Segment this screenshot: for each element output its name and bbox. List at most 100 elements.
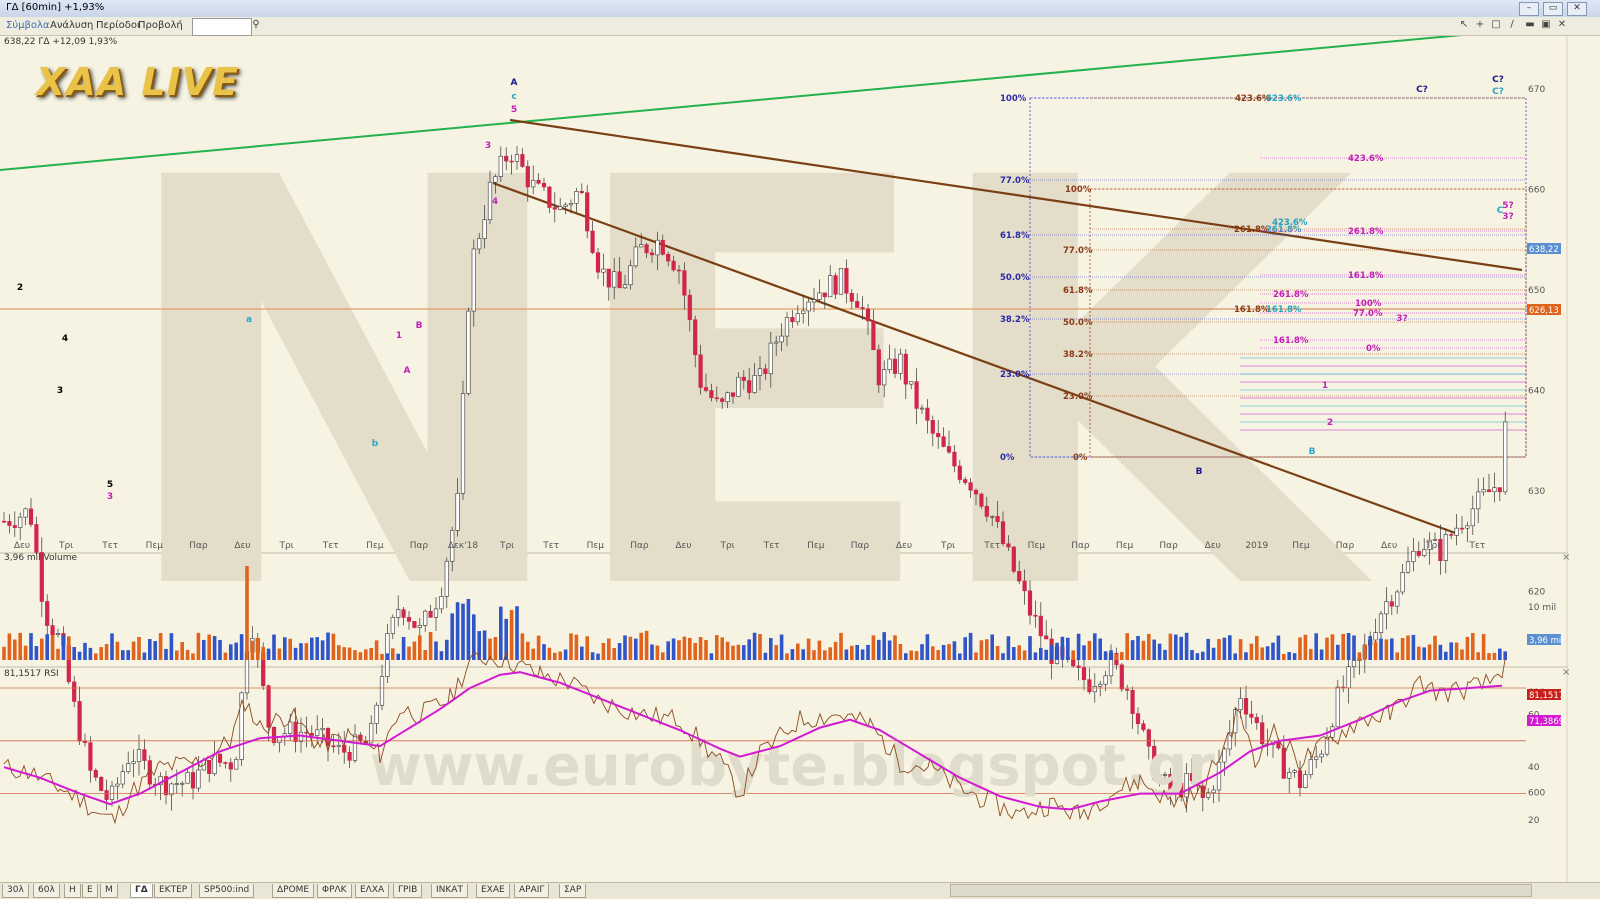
tab-9[interactable]: ΦΡΛΚ: [317, 884, 352, 898]
volume-bar-up: [1271, 642, 1275, 660]
close-button[interactable]: ✕: [1567, 2, 1587, 16]
crosshair-icon[interactable]: +: [1475, 19, 1485, 30]
volume-bar-up: [153, 641, 157, 660]
tab-14[interactable]: ΑΡΑΙΓ: [514, 884, 550, 898]
bear-candle: [401, 609, 406, 618]
minimize-button[interactable]: –: [1519, 2, 1539, 16]
bull-candle: [563, 204, 568, 207]
bull-candle: [18, 516, 23, 528]
volume-bar-down: [850, 645, 854, 660]
tab-3[interactable]: Ε: [82, 884, 98, 898]
wave-label: B: [416, 321, 423, 331]
volume-bar-down: [423, 650, 427, 660]
tab-13[interactable]: ΕΧΑΕ: [476, 884, 510, 898]
cursor-icon[interactable]: ↖: [1459, 19, 1469, 30]
menu-periods[interactable]: Περίοδοι: [96, 20, 141, 31]
time-axis-tick: Τετ: [322, 541, 339, 551]
tab-2[interactable]: Η: [64, 884, 81, 898]
bull-candle: [120, 771, 125, 785]
volume-bar-down: [725, 641, 730, 660]
menu-symbols[interactable]: Σύμβολα: [6, 20, 50, 31]
volume-bar-down: [974, 652, 978, 660]
symbol-search-input[interactable]: [192, 18, 252, 36]
horizontal-scrollbar[interactable]: [950, 884, 1532, 897]
volume-bar-down: [1373, 641, 1378, 660]
volume-bar-down: [261, 646, 265, 660]
window-close-icon[interactable]: ✕: [1557, 19, 1567, 30]
rectangle-icon[interactable]: □: [1491, 19, 1501, 30]
bear-candle: [1189, 773, 1195, 781]
bear-candle: [104, 790, 109, 800]
volume-bar-down: [67, 636, 71, 660]
bull-candle: [1454, 527, 1459, 536]
tab-11[interactable]: ΓΡΙΒ: [393, 884, 423, 898]
volume-bar-up: [709, 653, 714, 660]
bull-candle: [1481, 489, 1486, 493]
time-axis-tick: Πεμ: [146, 541, 164, 551]
volume-bar-up: [801, 649, 805, 660]
tab-12[interactable]: ΙΝΚΑΤ: [431, 884, 468, 898]
volume-bar-up: [1157, 643, 1162, 660]
fib-magenta-label: 261.8%: [1348, 227, 1384, 237]
volume-bar-up: [1346, 633, 1351, 660]
volume-bar-down: [693, 643, 697, 660]
fib-brown-label: 23.0%: [1063, 392, 1093, 402]
volume-bar-down: [698, 636, 703, 660]
volume-bar-down: [353, 650, 357, 660]
volume-bar-down: [607, 638, 611, 660]
time-axis-tick: Παρ: [1159, 541, 1178, 551]
wave-label: 3?: [1396, 314, 1407, 324]
volume-bar-down: [18, 632, 22, 660]
volume-pane-close-icon[interactable]: ×: [1562, 552, 1571, 563]
tab-1[interactable]: 60λ: [33, 884, 60, 898]
chart-area[interactable]: NEK670660650640630620610600590100%77.0%6…: [0, 36, 1568, 882]
bull-candle: [622, 284, 628, 289]
maximize-button[interactable]: ▭: [1543, 2, 1563, 16]
tab-10[interactable]: ΕΛΧΑ: [355, 884, 390, 898]
volume-bar-up: [401, 636, 406, 660]
window-min-icon[interactable]: ▬: [1525, 19, 1535, 30]
tab-0[interactable]: 30λ: [2, 884, 29, 898]
bull-candle: [990, 516, 995, 518]
bull-candle: [768, 342, 773, 374]
rsi-pane-close-icon[interactable]: ×: [1562, 667, 1571, 678]
volume-bar-down: [720, 637, 724, 660]
volume-bar-up: [968, 632, 973, 660]
volume-bar-up: [169, 633, 174, 660]
volume-bar-down: [1454, 642, 1459, 660]
volume-bar-up: [596, 653, 600, 660]
volume-bar-up: [455, 602, 460, 660]
time-axis-tick: Τετ: [542, 541, 559, 551]
wave-label: A: [511, 78, 518, 88]
volume-pane-header: 3,96 mil Volume: [4, 553, 78, 563]
price-axis-tick: 620: [1528, 588, 1545, 598]
menu-analysis[interactable]: Ανάλυση: [50, 20, 94, 31]
bull-candle: [779, 335, 784, 343]
tab-7[interactable]: SP500:ind: [199, 884, 255, 898]
time-axis-tick: Τετ: [1468, 541, 1485, 551]
volume-bar-up: [110, 633, 114, 660]
fib-blue-label: 38.2%: [1000, 315, 1030, 325]
volume-bar-up: [1109, 650, 1113, 660]
volume-bar-up: [1103, 651, 1108, 660]
window-restore-icon[interactable]: ▣: [1541, 19, 1551, 30]
line-tool-icon[interactable]: ∕: [1510, 19, 1514, 30]
menu-view[interactable]: Προβολή: [138, 20, 183, 31]
volume-bar-down: [1395, 652, 1399, 660]
chart-canvas[interactable]: NEK670660650640630620610600590100%77.0%6…: [0, 36, 1600, 882]
volume-bar-down: [428, 632, 433, 660]
tab-5[interactable]: ΓΔ: [130, 884, 153, 898]
tab-4[interactable]: Μ: [100, 884, 118, 898]
search-icon[interactable]: ⚲: [252, 19, 260, 30]
tab-15[interactable]: ΣΑΡ: [559, 884, 587, 898]
wave-label: a: [246, 315, 252, 325]
volume-bar-down: [1120, 652, 1124, 660]
tab-6[interactable]: ΕΚΤΕΡ: [154, 884, 193, 898]
bear-candle: [1486, 489, 1492, 493]
bull-candle: [574, 191, 579, 204]
volume-bar-up: [1498, 648, 1502, 660]
tab-8[interactable]: ΔΡΟΜΕ: [272, 884, 315, 898]
volume-bar-up: [283, 637, 287, 660]
volume-bar-down: [56, 648, 60, 660]
bull-candle: [1287, 772, 1292, 779]
